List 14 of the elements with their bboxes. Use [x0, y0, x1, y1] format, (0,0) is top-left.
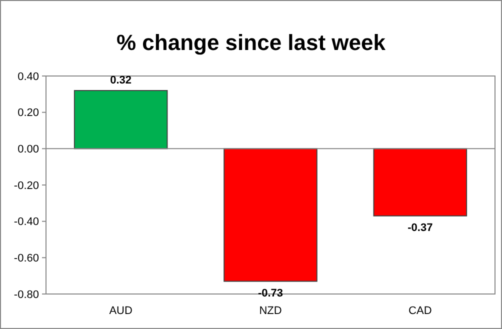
data-label: -0.73 [258, 287, 284, 300]
y-tick-label: -0.60 [14, 252, 39, 265]
data-label: -0.37 [408, 222, 433, 234]
y-tick-label: 0.00 [18, 144, 39, 156]
data-label: 0.32 [110, 74, 132, 87]
x-tick-label: AUD [109, 305, 132, 317]
x-tick-label: NZD [259, 305, 282, 317]
y-tick-label: 0.40 [18, 70, 39, 83]
y-tick-label: -0.80 [14, 288, 39, 301]
chart-title: % change since last week [116, 30, 386, 55]
x-tick-label: CAD [408, 305, 432, 317]
y-tick-label: -0.20 [14, 180, 39, 192]
y-tick-label: -0.40 [14, 216, 39, 228]
y-tick-label: 0.20 [18, 107, 39, 120]
